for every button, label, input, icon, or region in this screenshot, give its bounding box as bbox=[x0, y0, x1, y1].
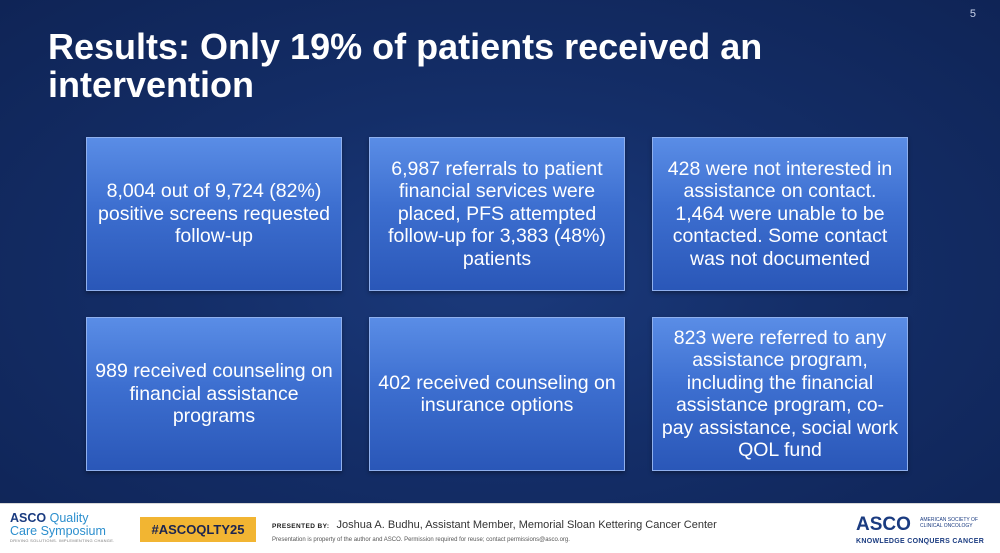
slide-title: Results: Only 19% of patients received a… bbox=[48, 26, 763, 105]
result-box-financial-counseling: 989 received counseling on financial ass… bbox=[86, 317, 342, 471]
asco-society-name: AMERICAN SOCIETY OF CLINICAL ONCOLOGY bbox=[920, 517, 978, 529]
result-box-referrals: 6,987 referrals to patient financial ser… bbox=[369, 137, 625, 291]
logo-tagline: DRIVING SOLUTIONS. IMPLEMENTING CHANGE. bbox=[10, 538, 115, 543]
hashtag-badge: #ASCOQLTY25 bbox=[140, 517, 256, 542]
result-box-not-contacted: 428 were not interested in assistance on… bbox=[652, 137, 908, 291]
asco-tagline: KNOWLEDGE CONQUERS CANCER bbox=[856, 538, 985, 545]
presented-by-label: PRESENTED BY: bbox=[272, 523, 330, 530]
page-number: 5 bbox=[969, 8, 976, 20]
asco-logo-mark: ASCO bbox=[856, 514, 911, 535]
presenter-name: Joshua A. Budhu, Assistant Member, Memor… bbox=[336, 519, 717, 531]
presented-by: PRESENTED BY: Joshua A. Budhu, Assistant… bbox=[272, 519, 717, 531]
logo-asco-text: ASCO bbox=[10, 511, 47, 525]
footer: ASCO Quality Care Symposium DRIVING SOLU… bbox=[0, 503, 1000, 553]
logo-quality-text: Quality bbox=[49, 511, 89, 525]
result-box-assistance-referral: 823 were referred to any assistance prog… bbox=[652, 317, 908, 471]
asco-quality-care-logo: ASCO Quality Care Symposium DRIVING SOLU… bbox=[10, 512, 125, 550]
logo-care-symposium: Care Symposium bbox=[10, 524, 106, 538]
result-box-insurance-counseling: 402 received counseling on insurance opt… bbox=[369, 317, 625, 471]
result-box-screens: 8,004 out of 9,724 (82%) positive screen… bbox=[86, 137, 342, 291]
disclaimer: Presentation is property of the author a… bbox=[272, 537, 570, 543]
slide: 5 Results: Only 19% of patients received… bbox=[0, 0, 1000, 503]
asco-logo: ASCO AMERICAN SOCIETY OF CLINICAL ONCOLO… bbox=[856, 514, 986, 548]
